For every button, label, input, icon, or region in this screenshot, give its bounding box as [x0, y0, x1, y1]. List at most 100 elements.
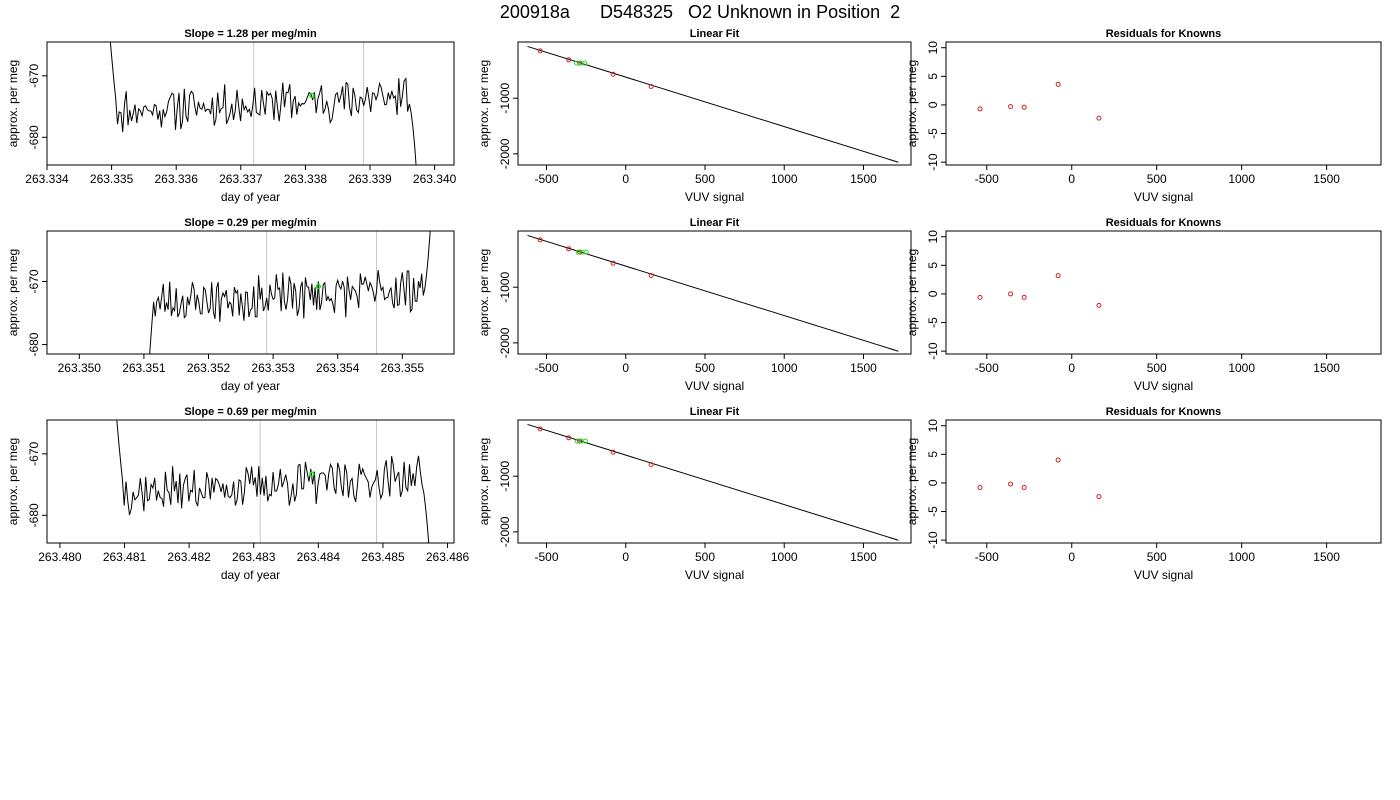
y-axis-label: approx. per meg	[905, 60, 919, 147]
y-tick-label: -670	[27, 269, 41, 293]
known-point	[977, 294, 983, 300]
known-point	[1008, 104, 1014, 110]
known-point	[1055, 273, 1061, 279]
known-point	[566, 435, 572, 441]
plot-area	[527, 234, 899, 352]
known-point	[610, 71, 616, 77]
x-axis-label: VUV signal	[1134, 379, 1193, 393]
unknown-point	[309, 92, 315, 99]
y-axis-label: approx. per meg	[477, 438, 491, 525]
x-tick-label: 500	[695, 361, 715, 375]
panel-title: Slope = 1.28 per meg/min	[184, 28, 317, 40]
plot-frame	[46, 41, 455, 166]
plot-area	[977, 273, 1102, 308]
unknown-point	[583, 249, 589, 255]
x-axis-label: VUV signal	[685, 568, 744, 582]
known-point	[648, 273, 654, 279]
known-point	[1055, 81, 1061, 87]
panel-title: Slope = 0.69 per meg/min	[184, 406, 317, 418]
y-tick-label: 10	[926, 419, 940, 433]
plot-frame	[517, 230, 912, 355]
y-axis-label: approx. per meg	[6, 60, 20, 147]
y-tick-label: -680	[27, 125, 41, 149]
plot-frame	[46, 230, 455, 355]
y-tick-label: 0	[926, 479, 940, 486]
x-tick-label: 263.354	[316, 361, 360, 375]
known-point	[610, 260, 616, 266]
y-tick-label: 10	[926, 230, 940, 244]
known-point	[566, 246, 572, 252]
known-point	[1021, 104, 1027, 110]
known-point	[577, 249, 583, 255]
y-tick-label: -680	[27, 503, 41, 527]
x-tick-label: 263.351	[122, 361, 166, 375]
y-tick-label: 5	[926, 73, 940, 80]
known-point	[1008, 481, 1014, 487]
y-tick-label: -1000	[498, 83, 512, 114]
panel-r1-fit: -500 0 500 1000 1500 -1000 -2000 Linear Fit VUV …	[477, 28, 912, 204]
x-tick-label: 263.481	[103, 550, 147, 564]
plot-frame	[517, 419, 912, 544]
known-point	[1096, 115, 1102, 121]
y-tick-label: -10	[926, 153, 940, 171]
x-tick-label: 263.339	[348, 172, 392, 186]
x-tick-label: 500	[695, 550, 715, 564]
plot-frame	[945, 41, 1382, 166]
y-tick-label: 5	[926, 451, 940, 458]
unknown-point	[582, 60, 588, 66]
x-tick-label: 0	[1068, 361, 1075, 375]
y-tick-label: -2000	[498, 516, 512, 547]
x-tick-label: 263.355	[381, 361, 425, 375]
known-point	[1021, 294, 1027, 300]
x-tick-label: -500	[535, 550, 559, 564]
signal-trace	[149, 231, 431, 354]
known-point	[1055, 457, 1061, 463]
x-axis-label: day of year	[221, 190, 280, 204]
panel-r3-time: 263.480 263.481 263.482 263.483 263.484 263.4…	[6, 406, 470, 582]
y-tick-label: -680	[27, 332, 41, 356]
y-axis-label: approx. per meg	[6, 438, 20, 525]
x-tick-label: 1500	[850, 172, 877, 186]
x-tick-label: 263.340	[413, 172, 457, 186]
x-tick-label: -500	[975, 550, 999, 564]
panel-title: Linear Fit	[690, 406, 740, 418]
plot-frame	[945, 230, 1382, 355]
page-title: 200918a D548325 O2 Unknown in Position 2	[499, 2, 901, 22]
panel-r1-time: 263.334 263.335 263.336 263.337 263.338 263.3…	[6, 28, 457, 204]
panel-title: Residuals for Knowns	[1106, 28, 1222, 40]
x-tick-label: 0	[622, 172, 629, 186]
x-tick-label: -500	[535, 172, 559, 186]
y-tick-label: -2000	[498, 138, 512, 169]
y-axis-label: approx. per meg	[477, 249, 491, 336]
x-tick-label: 263.482	[167, 550, 211, 564]
known-point	[1096, 494, 1102, 500]
panel-r3-fit: -500 0 500 1000 1500 -1000 -2000 Linear Fit VUV …	[477, 406, 912, 582]
x-tick-label: 500	[1147, 361, 1167, 375]
x-tick-label: 263.337	[219, 172, 263, 186]
fit-line	[527, 423, 899, 541]
plot-area	[149, 231, 431, 354]
y-tick-label: -5	[926, 128, 940, 139]
x-tick-label: 1000	[771, 172, 798, 186]
y-axis-label: approx. per meg	[477, 60, 491, 147]
known-point	[537, 237, 543, 243]
panel-r2-time: 263.350 263.351 263.352 263.353 263.354 263.3…	[6, 217, 455, 393]
known-point	[977, 485, 983, 491]
plot-area	[109, 42, 417, 165]
x-tick-label: 263.334	[25, 172, 69, 186]
panel-title: Residuals for Knowns	[1106, 217, 1222, 229]
plot-area	[116, 420, 430, 543]
signal-trace	[109, 42, 417, 165]
x-tick-label: 263.352	[187, 361, 231, 375]
plot-frame	[945, 419, 1382, 544]
panel-r2-res: -500 0 500 1000 1500 10 5 0 -5 -10 Residuals for K…	[905, 217, 1382, 393]
y-tick-label: -10	[926, 531, 940, 549]
panel-title: Residuals for Knowns	[1106, 406, 1222, 418]
x-tick-label: -500	[535, 361, 559, 375]
x-tick-label: 263.484	[297, 550, 341, 564]
x-tick-label: 0	[622, 550, 629, 564]
signal-trace	[116, 420, 430, 543]
y-axis-label: approx. per meg	[6, 249, 20, 336]
x-tick-label: 263.353	[251, 361, 295, 375]
x-tick-label: 1000	[771, 361, 798, 375]
